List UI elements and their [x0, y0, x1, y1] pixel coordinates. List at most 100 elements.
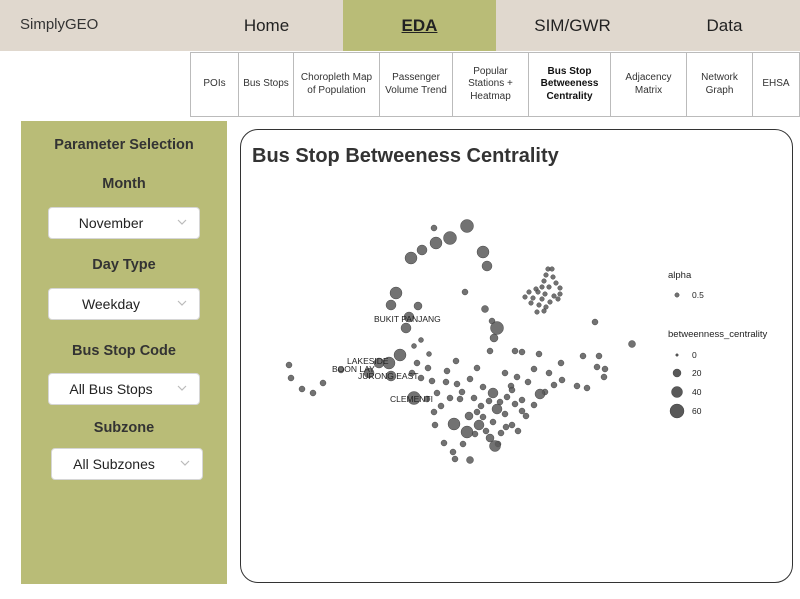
bus-stop-point	[543, 272, 549, 278]
subtab-label: Passenger Volume Trend	[385, 72, 447, 96]
bus-stop-point	[518, 407, 526, 415]
bus-stop-point	[485, 397, 493, 405]
bus-stop-point	[555, 296, 561, 302]
bus-stop-point	[481, 260, 493, 272]
app-brand[interactable]: SimplyGEO	[20, 16, 99, 33]
bus-stop-point	[491, 403, 503, 415]
nav-tab-data[interactable]: Data	[706, 16, 743, 35]
nav-tab-home[interactable]: Home	[243, 16, 290, 35]
bus-stop-point	[431, 421, 439, 429]
subzone-select[interactable]: All Subzones	[51, 448, 203, 480]
plot-text: 20	[692, 368, 702, 378]
subtab-label: Bus Stop Betweeness Centrality	[540, 65, 599, 102]
subtab-betweenness[interactable]: Bus Stop Betweeness Centrality	[529, 52, 611, 117]
bus-stop-point	[549, 266, 555, 272]
bus-stop-point	[389, 286, 403, 300]
bus-stop-point	[543, 304, 549, 310]
parameter-sidebar: Parameter Selection Month November Day T…	[21, 121, 227, 584]
bus-stop-point	[530, 401, 538, 409]
bus-stop-point	[461, 288, 469, 296]
subtab-bus-stops[interactable]: Bus Stops	[239, 52, 294, 117]
bus-stop-point	[541, 278, 547, 284]
bus-stop-point	[456, 395, 464, 403]
bus-stop-point	[675, 353, 679, 357]
bus-stop-point	[416, 244, 428, 256]
bus-stop-point	[573, 382, 581, 390]
bus-stop-point	[674, 292, 680, 298]
nav-tab-sim-gwr[interactable]: SIM/GWR	[534, 16, 611, 35]
bus-stop-point	[535, 350, 543, 358]
bus-stop-point	[579, 352, 587, 360]
subtab-ehsa[interactable]: EHSA	[753, 52, 800, 117]
chevron-down-icon	[177, 219, 187, 225]
bus-stop-point	[285, 361, 293, 369]
subtab-choropleth[interactable]: Choropleth Map of Population	[294, 52, 380, 117]
plot-text: 40	[692, 387, 702, 397]
bus-stop-point	[442, 378, 450, 386]
plot-text: BOON LAY	[332, 364, 375, 374]
bus-stop-point	[363, 367, 375, 379]
month-select[interactable]: November	[48, 207, 200, 239]
bus-stop-point	[464, 411, 474, 421]
bus-stop-point	[418, 337, 424, 343]
bus-stop-point	[443, 231, 457, 245]
bus-stop-point	[530, 365, 538, 373]
plot-text: betweenness_centrality	[668, 329, 768, 340]
bus-stop-code-select[interactable]: All Bus Stops	[48, 373, 200, 405]
subtab-label: Popular Stations + Heatmap	[468, 65, 513, 102]
subtab-pois[interactable]: POIs	[190, 52, 239, 117]
chevron-down-icon	[177, 385, 187, 391]
day-type-label: Day Type	[92, 257, 156, 273]
bus-stop-point	[508, 386, 516, 394]
plot-text: LAKESIDE	[347, 356, 389, 366]
bus-stop-point	[309, 389, 317, 397]
bus-stop-point	[423, 395, 431, 403]
bus-stop-point	[407, 391, 421, 405]
nav-tab-eda[interactable]: EDA	[343, 0, 496, 51]
bus-stop-point	[583, 384, 591, 392]
bus-stop-point	[557, 291, 563, 297]
bus-stop-point	[430, 408, 438, 416]
bus-stop-point	[479, 383, 487, 391]
subzone-value: All Subzones	[73, 456, 155, 472]
bus-stop-point	[490, 321, 504, 335]
subtab-passenger-volume[interactable]: Passenger Volume Trend	[380, 52, 453, 117]
bus-stop-point	[482, 427, 490, 435]
bus-stop-point	[385, 299, 397, 311]
bus-stop-point	[542, 291, 548, 297]
plot-text: CLEMENTI	[390, 394, 433, 404]
bus-stop-point	[298, 385, 306, 393]
bus-stop-point	[591, 318, 599, 326]
bus-stop-point	[319, 379, 327, 387]
bus-stop-point	[534, 309, 540, 315]
bus-stop-point	[400, 322, 412, 334]
bus-stop-point	[518, 396, 526, 404]
subtab-network-graph[interactable]: Network Graph	[687, 52, 753, 117]
bus-stop-point	[486, 347, 494, 355]
bus-stop-point	[466, 456, 474, 464]
bus-stop-point	[430, 224, 438, 232]
bus-stop-point	[473, 408, 481, 416]
bus-stop-point	[385, 370, 397, 382]
bus-stop-point	[429, 236, 443, 250]
bus-stop-point	[536, 302, 542, 308]
bus-stop-point	[511, 400, 519, 408]
bus-stop-point	[528, 300, 534, 306]
bus-stop-point	[551, 293, 557, 299]
bus-stop-code-value: All Bus Stops	[69, 381, 153, 397]
day-type-select[interactable]: Weekday	[48, 288, 200, 320]
subtab-label: Choropleth Map of Population	[300, 72, 373, 96]
bus-stop-point	[460, 219, 474, 233]
bus-stop-point	[449, 448, 457, 456]
bus-stop-point	[417, 374, 425, 382]
subtab-popular-stations[interactable]: Popular Stations + Heatmap	[453, 52, 529, 117]
subtab-adjacency[interactable]: Adjacency Matrix	[611, 52, 687, 117]
plot-text: 60	[692, 406, 702, 416]
subzone-label: Subzone	[93, 420, 155, 436]
bus-stop-point	[411, 343, 417, 349]
bus-stop-point	[459, 440, 467, 448]
bus-stop-point	[535, 289, 541, 295]
bus-stop-point	[522, 412, 530, 420]
bus-stop-point	[497, 429, 505, 437]
